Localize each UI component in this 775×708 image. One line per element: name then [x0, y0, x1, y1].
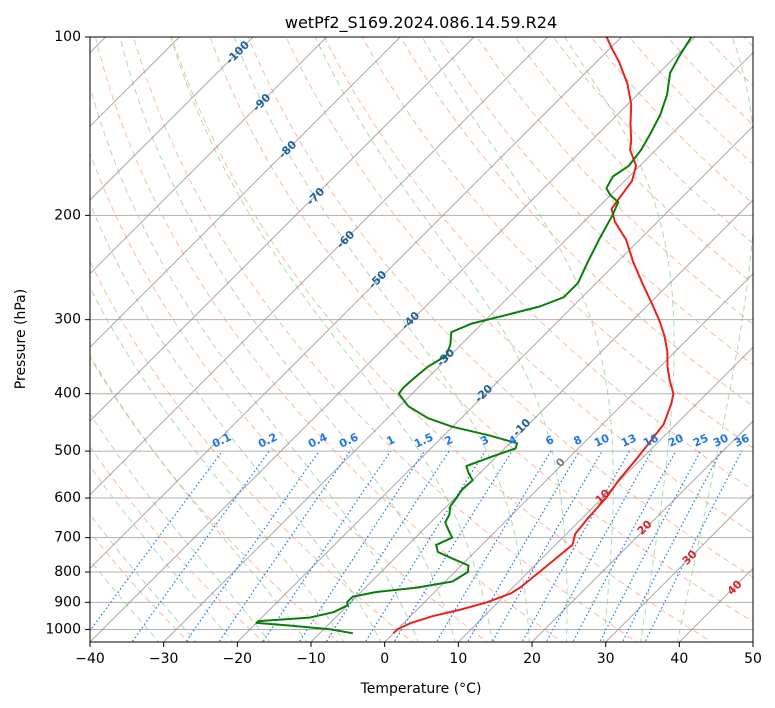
isotherm-line: [457, 346, 753, 642]
mixing-ratio-line: [298, 450, 425, 642]
x-tick-label: 40: [670, 651, 688, 667]
isotherm-line: [90, 37, 549, 496]
y-tick-label: 200: [54, 207, 81, 223]
mixing-ratio-line: [90, 450, 223, 632]
moist-adiabat: [90, 465, 234, 642]
moist-adiabat: [90, 559, 160, 642]
y-tick-label: 800: [54, 564, 81, 580]
dry-adiabat: [94, 37, 564, 642]
dry-adiabat: [769, 24, 775, 645]
mixing-ratio-line: [131, 450, 270, 642]
y-tick-label: 300: [54, 312, 81, 328]
dry-adiabat: [90, 260, 414, 642]
isotherm-line: [310, 199, 753, 642]
dry-adiabat: [209, 37, 753, 623]
isotherm-line: [90, 37, 401, 349]
dewpoint-line: [255, 37, 693, 635]
isotherm-line: [90, 37, 328, 275]
y-tick-label: 700: [54, 530, 81, 546]
x-axis-title: Temperature (°C): [360, 681, 482, 697]
x-tick-label: 50: [744, 651, 762, 667]
x-tick-label: −10: [296, 651, 326, 667]
mixing-ratio-label: 13: [619, 431, 638, 449]
y-tick-label: 500: [54, 443, 81, 459]
x-tick-label: 10: [449, 651, 467, 667]
moist-adiabat: [90, 286, 345, 642]
isotherm-line: [90, 37, 622, 570]
chart-title: wetPf2_S169.2024.086.14.59.R24: [285, 13, 557, 33]
x-tick-label: 30: [597, 651, 615, 667]
isotherm-line: [531, 420, 753, 642]
y-tick-label: 400: [54, 386, 81, 402]
moist-adiabat: [90, 84, 419, 642]
moist-adiabat: [564, 37, 675, 642]
x-tick-label: −20: [223, 651, 253, 667]
moist-adiabat: [314, 37, 568, 642]
mixing-ratio-label: 30: [711, 431, 731, 449]
dry-adiabat: [476, 37, 753, 325]
dry-adiabat: [514, 37, 753, 285]
isotherm-line: [605, 493, 753, 642]
y-tick-label: 1000: [45, 621, 81, 637]
plot-frame: [89, 36, 754, 643]
dry-adiabat: [90, 151, 489, 642]
y-axis-title: Pressure (hPa): [13, 289, 29, 389]
isotherm-line: [236, 125, 753, 642]
dry-adiabat: [133, 37, 638, 642]
y-tick-label: 600: [54, 490, 81, 506]
isotherm-line: [90, 37, 696, 642]
mixing-ratio-line: [621, 450, 722, 642]
mixing-ratio-label: 16: [641, 431, 661, 449]
moist-adiabat: [90, 513, 197, 642]
profile-lines: [255, 37, 693, 635]
mixing-ratio-label: 36: [732, 431, 752, 449]
mixing-ratio-line: [466, 450, 580, 642]
moist-adiabat: [676, 37, 753, 642]
mixing-ratio-line: [393, 450, 513, 642]
mixing-ratio-line: [325, 450, 450, 642]
moist-adiabat: [90, 412, 271, 642]
y-tick-label: 900: [54, 594, 81, 610]
x-tick-label: 0: [380, 651, 389, 667]
mixing-ratio-label: 10: [592, 431, 612, 449]
x-tick-label: −40: [75, 651, 105, 667]
temperature-line: [392, 37, 675, 634]
mixing-ratio-line: [218, 450, 351, 642]
dry-adiabat: [90, 356, 340, 642]
moist-adiabat: [90, 202, 382, 642]
isotherm-line: [752, 641, 753, 642]
isotherm-line: [163, 51, 753, 642]
x-tick-label: −30: [149, 651, 179, 667]
mixing-ratio-line: [599, 450, 702, 642]
y-tick-label: 100: [54, 29, 81, 45]
isotherm-line: [90, 37, 254, 201]
x-tick-label: 20: [523, 651, 541, 667]
isotherm-line: [384, 272, 753, 642]
axes: −40 −30 −20 −10 0 10 20 30 40 50 100 200 300 400 500 60…: [45, 29, 762, 667]
mixing-ratio-label: 25: [691, 431, 710, 449]
mixing-ratio-label: 20: [666, 431, 686, 449]
dry-adiabat: [90, 445, 265, 642]
mixing-ratio-line: [572, 450, 677, 642]
isotherm-line: [90, 37, 475, 422]
background-lines: [90, 24, 775, 645]
plot-background: [90, 37, 753, 642]
mixing-ratio-line: [185, 450, 320, 642]
